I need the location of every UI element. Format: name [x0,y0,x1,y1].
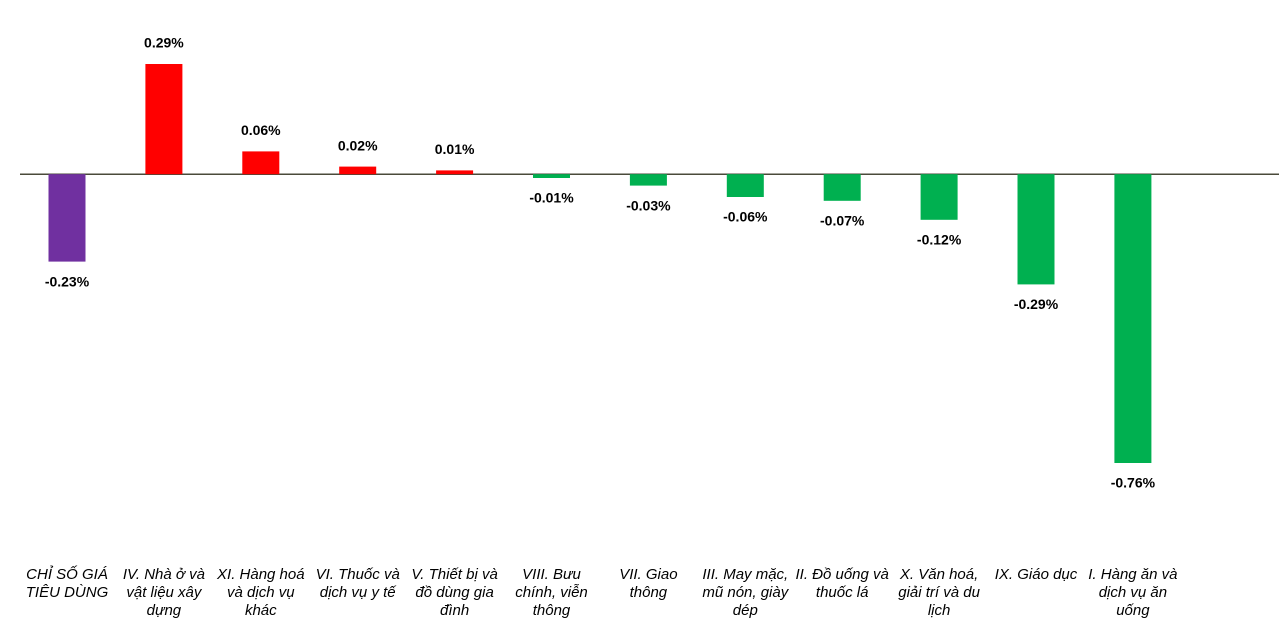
bar [48,174,86,262]
x-tick-label: IV. Nhà ở và vật liệu xây dựng [122,566,205,619]
value-label: 0.01% [435,141,475,157]
x-tick-label: II. Đồ uống và thuốc lá [795,566,889,601]
x-tick-label: V. Thiết bị và đồ dùng gia đình [411,566,498,619]
x-tick-label: VIII. Bưu chính, viễn thông [515,566,588,619]
x-tick-label: VII. Giao thông [619,566,678,601]
value-label: 0.29% [144,35,184,51]
value-label: -0.07% [820,213,865,229]
bar [1017,174,1055,285]
value-label: 0.02% [338,137,378,153]
bar [920,174,958,220]
bar [533,174,570,178]
bar [339,166,377,175]
x-tick-label: I. Hàng ăn và dịch vụ ăn uống [1088,566,1178,619]
x-tick-label: IX. Giáo dục [994,566,1078,583]
value-label: -0.23% [45,273,90,289]
bar [726,174,764,197]
bar [1114,174,1152,463]
value-label: -0.76% [1111,475,1156,491]
value-label: -0.06% [723,209,768,225]
value-label: -0.29% [1014,296,1059,312]
x-tick-label: XI. Hàng hoá và dịch vụ khác [217,566,305,619]
bar [145,64,183,175]
bar [629,174,667,186]
x-tick-label: VI. Thuốc và dịch vụ y tế [315,566,400,601]
value-label: -0.12% [917,232,962,248]
value-label: -0.03% [626,197,671,213]
bar [823,174,861,201]
x-tick-label: III. May mặc, mũ nón, giày dép [702,566,789,619]
value-label: -0.01% [529,190,574,206]
x-tick-label: CHỈ SỐ GIÁ TIÊU DÙNG [25,566,109,601]
x-tick-label: X. Văn hoá, giải trí và du lịch [898,566,980,619]
value-label: 0.06% [241,122,281,138]
bar [436,170,474,175]
bar [242,151,280,175]
